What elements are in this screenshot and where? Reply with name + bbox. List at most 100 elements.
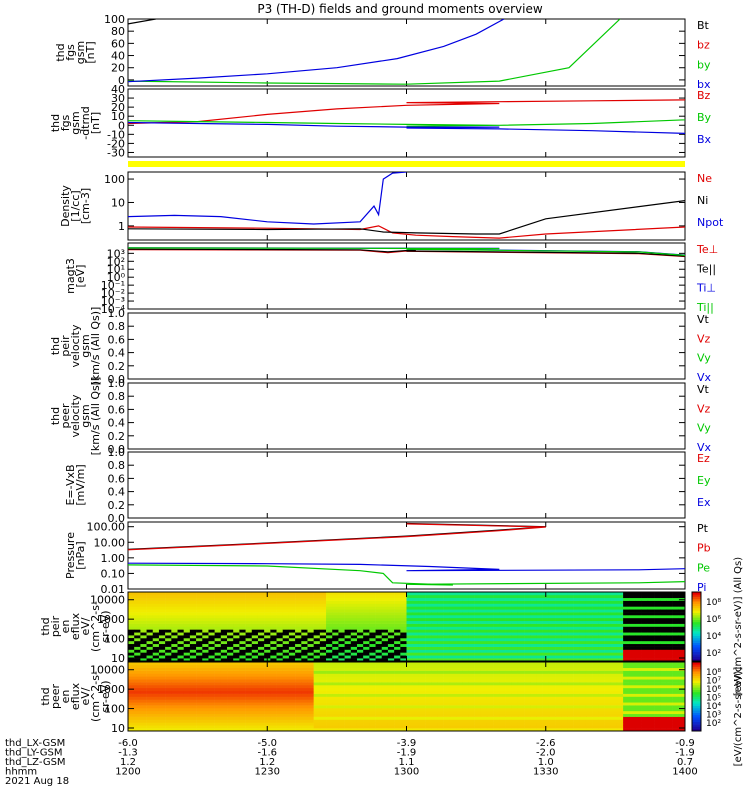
figure-title: P3 (TH-D) fields and ground moments over… (257, 2, 542, 16)
spectrogram-cell (635, 687, 642, 692)
spectrogram-cell (505, 615, 513, 619)
spectrogram-cell (486, 690, 494, 694)
spectrogram-cell (493, 592, 500, 596)
spectrogram-cell (350, 670, 358, 674)
spectrogram-cell (251, 716, 259, 720)
spectrogram-cell (307, 667, 314, 671)
y-tick-label: 10³ (107, 247, 125, 260)
spectrogram-cell (375, 685, 383, 689)
spectrogram-cell (437, 696, 444, 700)
spectrogram-cell (406, 600, 413, 604)
spectrogram-cell (418, 708, 426, 712)
spectrogram-cell (381, 664, 389, 669)
spectrogram-cell (301, 658, 308, 662)
spectrogram-cell (567, 676, 574, 680)
spectrogram-cell (363, 710, 370, 715)
spectrogram-cell (579, 632, 587, 636)
spectrogram-cell (338, 638, 345, 642)
series-line-Ni (128, 200, 685, 235)
spectrogram-cell (418, 615, 426, 619)
spectrogram-cell (456, 696, 463, 700)
spectrogram-cell (505, 705, 513, 709)
spectrogram-cell (326, 679, 333, 683)
spectrogram-cell (381, 638, 389, 642)
spectrogram-cell (555, 658, 562, 662)
spectrogram-cell (196, 719, 203, 723)
spectrogram-cell (425, 685, 432, 689)
spectrogram-cell (616, 600, 624, 604)
spectrogram-cell (412, 710, 420, 715)
spectrogram-cell (257, 725, 265, 729)
spectrogram-cell (654, 693, 661, 697)
spectrogram-cell (344, 705, 352, 709)
spectrogram-cell (480, 640, 488, 645)
spectrogram-cell (493, 699, 500, 703)
spectrogram-cell (579, 638, 587, 642)
spectrogram-cell (480, 638, 488, 642)
spectrogram-cell (276, 693, 284, 697)
spectrogram-cell (635, 664, 642, 669)
spectrogram-cell (356, 649, 364, 653)
colorbar-cell (692, 626, 701, 630)
spectrogram-cell (152, 623, 160, 627)
spectrogram-cell (418, 597, 426, 601)
spectrogram-cell (257, 699, 265, 703)
spectrogram-cell (394, 702, 401, 706)
spectrogram-cell (245, 640, 253, 645)
spectrogram-cell (635, 612, 642, 616)
spectrogram-cell (654, 632, 661, 636)
spectrogram-cell (152, 626, 160, 630)
spectrogram-cell (536, 646, 543, 650)
spectrogram-cell (672, 676, 680, 680)
spectrogram-cell (486, 626, 494, 630)
spectrogram-cell (418, 664, 426, 669)
y-tick-label: 0.4 (108, 347, 126, 360)
spectrogram-cell (437, 676, 444, 680)
spectrogram-cell (214, 597, 222, 601)
spectrogram-cell (326, 687, 333, 692)
spectrogram-cell (171, 685, 178, 689)
spectrogram-cell (239, 705, 246, 709)
y-axis-label-line: gsm (79, 404, 92, 427)
spectrogram-cell (128, 655, 135, 659)
spectrogram-cell (449, 638, 457, 642)
spectrogram-cell (202, 640, 209, 645)
spectrogram-cell (635, 652, 642, 656)
spectrogram-cell (307, 620, 314, 624)
spectrogram-cell (152, 662, 160, 666)
spectrogram-cell (666, 699, 673, 703)
spectrogram-cell (437, 662, 444, 666)
spectrogram-cell (295, 638, 302, 642)
colorbar-cell (692, 621, 701, 625)
spectrogram-cell (635, 646, 642, 650)
spectrogram-cell (585, 667, 593, 671)
spectrogram-cell (251, 597, 259, 601)
colorbar-cell (692, 651, 701, 655)
spectrogram-cell (338, 673, 345, 677)
spectrogram-cell (202, 612, 209, 616)
spectrogram-cell (245, 719, 253, 723)
spectrogram-cell (295, 609, 302, 613)
spectrogram-cell (579, 693, 587, 697)
spectrogram-cell (437, 673, 444, 677)
spectrogram-cell (443, 646, 451, 650)
spectrogram-cell (542, 640, 550, 645)
spectrogram-cell (387, 713, 395, 717)
spectrogram-cell (629, 713, 636, 717)
spectrogram-cell (511, 702, 519, 706)
spectrogram-cell (567, 592, 574, 596)
spectrogram-cell (573, 664, 581, 669)
spectrogram-cell (134, 620, 141, 624)
spectrogram-cell (350, 676, 358, 680)
spectrogram-cell (598, 687, 605, 692)
colorbar-cell (692, 662, 701, 665)
spectrogram-cell (623, 594, 630, 599)
spectrogram-cell (400, 643, 407, 647)
spectrogram-cell (319, 662, 327, 666)
spectrogram-cell (338, 679, 345, 683)
spectrogram-cell (573, 679, 581, 683)
spectrogram-cell (555, 696, 562, 700)
spectrogram-cell (585, 708, 593, 712)
spectrogram-cell (245, 716, 253, 720)
spectrogram-cell (140, 699, 147, 703)
